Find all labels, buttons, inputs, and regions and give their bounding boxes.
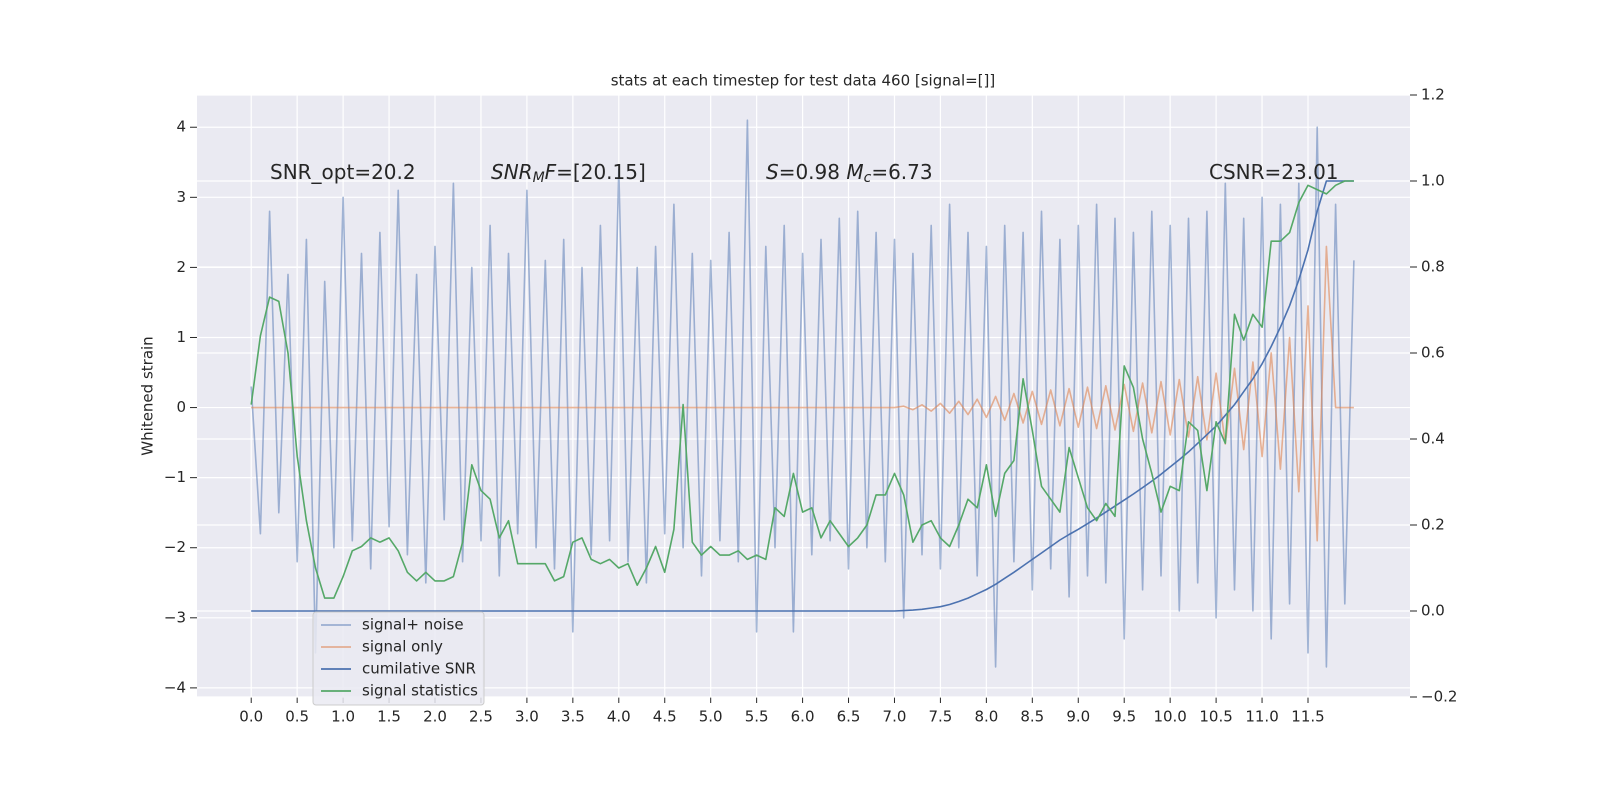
x-tick-label: 9.0 [1066,708,1090,726]
x-tick-label: 3.0 [515,708,539,726]
chart-title: stats at each timestep for test data 460… [611,72,996,90]
x-tick-label: 0.5 [285,708,309,726]
y-tick-label: −1 [164,468,186,486]
y-tick-label: 2 [176,258,186,276]
x-tick-label: 6.5 [837,708,861,726]
y2-tick-label: 0.4 [1421,430,1445,448]
y2-tick-label: −0.2 [1421,688,1457,706]
x-tick-label: 8.5 [1020,708,1044,726]
x-tick-label: 0.0 [239,708,263,726]
legend-label: cumilative SNR [362,660,476,678]
y-tick-label: 3 [176,188,186,206]
y2-tick-label: 0.2 [1421,516,1445,534]
x-tick-label: 8.0 [974,708,998,726]
series-line [251,180,1354,612]
x-tick-label: 4.0 [607,708,631,726]
series-line [251,245,1354,542]
annotation-part: =0.98 [779,160,847,184]
y2-tick-label: 0.6 [1421,344,1445,362]
y2-tick-label: 0.0 [1421,602,1445,620]
x-tick-label: 1.0 [331,708,355,726]
x-tick-label: 1.5 [377,708,401,726]
x-tick-label: 9.5 [1112,708,1136,726]
plot-background [197,95,1410,697]
annotation-part: CSNR=23.01 [1209,160,1339,184]
annotation-part: S [766,160,779,184]
x-tick-label: 7.0 [883,708,907,726]
legend-label: signal only [362,638,443,656]
annotation: SNR_opt=20.2 [270,160,416,184]
annotation-part: c [864,170,872,186]
x-tick-label: 10.0 [1153,708,1186,726]
x-tick-label: 5.0 [699,708,723,726]
annotation-part: SNR [491,160,533,184]
annotation-part: F [545,160,557,184]
y-tick-label: −4 [164,678,186,696]
x-tick-label: 7.5 [928,708,952,726]
annotation-part: =[20.15] [556,160,646,184]
annotation: SNRMF=[20.15] [491,160,646,187]
annotation-part: M [533,170,545,186]
y-tick-label: −3 [164,608,186,626]
legend-label: signal+ noise [362,616,464,634]
legend-label: signal statistics [362,682,478,700]
y-tick-label: 1 [176,328,186,346]
y-tick-label: 4 [176,118,186,136]
x-tick-label: 4.5 [653,708,677,726]
x-tick-label: 2.0 [423,708,447,726]
annotation: S=0.98 Mc=6.73 [766,160,933,187]
x-tick-label: 10.5 [1199,708,1232,726]
x-tick-label: 11.0 [1245,708,1278,726]
x-tick-label: 6.0 [791,708,815,726]
y2-tick-label: 0.8 [1421,258,1445,276]
y-tick-label: 0 [176,398,186,416]
y2-tick-label: 1.2 [1421,86,1445,104]
series-line [250,180,1354,599]
annotation-part: =6.73 [871,160,932,184]
legend-box [312,611,485,706]
annotation: CSNR=23.01 [1209,160,1339,184]
series-line [250,119,1355,668]
x-tick-label: 2.5 [469,708,493,726]
annotation-part: SNR_opt=20.2 [270,160,416,184]
x-tick-label: 3.5 [561,708,585,726]
y-tick-label: −2 [164,538,186,556]
y-axis-label: Whitened strain [139,336,157,455]
x-tick-label: 11.5 [1291,708,1324,726]
y2-tick-label: 1.0 [1421,172,1445,190]
x-tick-label: 5.5 [745,708,769,726]
annotation-part: M [846,160,863,184]
